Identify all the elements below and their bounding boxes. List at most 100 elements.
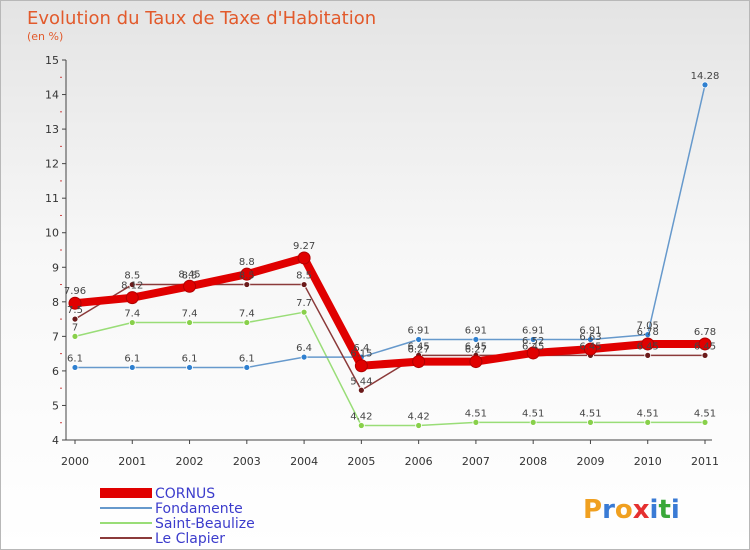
x-tick-label: 2000 [61, 455, 89, 468]
point-le-clapier [701, 351, 709, 359]
data-label-fondamente: 6.4 [353, 343, 369, 354]
data-label-saint-beaulize: 4.51 [579, 408, 601, 419]
data-label-le-clapier: 6.45 [522, 341, 544, 352]
legend-swatch-fondamente [100, 507, 152, 509]
point-saint-beaulize [243, 319, 251, 326]
data-label-saint-beaulize: 7.4 [124, 309, 140, 320]
data-label-fondamente: 6.91 [522, 325, 544, 336]
legend-label-le-clapier: Le Clapier [155, 531, 225, 547]
data-label-fondamente: 6.1 [124, 353, 140, 364]
point-fondamente [71, 364, 79, 371]
x-tick-label: 2006 [405, 455, 433, 468]
data-label-cornus: 8.12 [121, 281, 143, 292]
data-label-le-clapier: 6.45 [408, 341, 430, 352]
point-fondamente [243, 364, 251, 371]
data-label-cornus: 6.52 [522, 336, 544, 347]
data-label-saint-beaulize: 4.51 [694, 408, 716, 419]
legend-swatch-saint-beaulize [100, 522, 152, 524]
data-label-cornus: 8.45 [178, 269, 200, 280]
data-label-le-clapier: 8.5 [296, 271, 312, 282]
data-label-cornus: 6.78 [694, 327, 716, 338]
series-line-cornus [74, 253, 705, 370]
x-tick-label: 2009 [576, 455, 604, 468]
data-label-le-clapier: 6.45 [579, 341, 601, 352]
point-fondamente [472, 336, 480, 343]
x-tick-label: 2008 [519, 455, 547, 468]
x-tick-label: 2004 [290, 455, 318, 468]
point-saint-beaulize [128, 319, 136, 326]
x-tick-label: 2005 [347, 455, 375, 468]
y-tick-label: 15 [45, 54, 59, 67]
x-tick-label: 2001 [118, 455, 146, 468]
data-label-le-clapier: 6.45 [465, 341, 487, 352]
legend-label-saint-beaulize: Saint-Beaulize [155, 516, 255, 532]
legend: CORNUS Fondamente Saint-Beaulize Le Clap… [100, 486, 255, 547]
series-line-fondamente [75, 84, 706, 369]
point-cornus [68, 296, 82, 310]
x-tick-label: 2003 [233, 455, 261, 468]
legend-label-fondamente: Fondamente [155, 501, 243, 517]
y-tick-label: 7 [52, 330, 59, 343]
data-label-cornus: 9.27 [293, 241, 315, 252]
point-saint-beaulize [300, 308, 308, 316]
point-fondamente [128, 364, 136, 371]
x-tick-label: 2002 [176, 455, 204, 468]
y-tick-label: 4 [52, 434, 59, 447]
data-label-fondamente: 6.4 [296, 343, 312, 354]
series-line-saint-beaulize [74, 311, 705, 427]
point-saint-beaulize [587, 418, 594, 426]
point-cornus [698, 337, 712, 351]
data-label-saint-beaulize: 4.51 [522, 408, 544, 419]
point-fondamente [701, 81, 709, 89]
data-label-saint-beaulize: 4.51 [637, 408, 659, 419]
data-label-cornus: 6.15 [350, 349, 372, 360]
point-saint-beaulize [472, 418, 480, 426]
data-label-fondamente: 14.28 [691, 71, 720, 82]
x-tick-label: 2007 [462, 455, 490, 468]
point-saint-beaulize [644, 418, 652, 426]
y-tick-label: 10 [45, 227, 59, 240]
point-fondamente [300, 353, 308, 361]
point-le-clapier [71, 315, 79, 323]
data-label-fondamente: 6.91 [408, 325, 430, 336]
axes: 4 5 6 7 8 9 10 11 12 13 14 15 2000 2001 2002 2003 2004 20… [45, 54, 719, 468]
point-cornus [469, 355, 483, 369]
y-tick-label: 9 [52, 261, 59, 274]
data-label-saint-beaulize: 7.4 [239, 309, 255, 320]
data-label-fondamente: 7.05 [637, 321, 659, 332]
data-label-fondamente: 6.91 [465, 325, 487, 336]
y-tick-label: 13 [45, 123, 59, 136]
point-saint-beaulize [529, 418, 537, 426]
point-cornus [297, 251, 311, 265]
data-label-le-clapier: 6.45 [694, 341, 716, 352]
data-label-cornus: 7.96 [64, 286, 86, 297]
point-cornus [641, 337, 655, 351]
point-saint-beaulize [357, 422, 365, 429]
point-le-clapier [243, 281, 251, 288]
y-tick-label: 11 [45, 192, 59, 205]
point-fondamente [415, 336, 423, 343]
y-tick-label: 6 [52, 365, 59, 378]
data-label-cornus: 6.27 [465, 345, 487, 356]
data-label-le-clapier: 7.5 [67, 305, 83, 316]
data-label-le-clapier: 5.44 [350, 376, 372, 387]
chart-subtitle: (en %) [27, 30, 63, 43]
legend-swatch-le-clapier [100, 537, 152, 539]
point-saint-beaulize [415, 422, 423, 429]
y-tick-label: 5 [52, 399, 59, 412]
x-tick-label: 2010 [634, 455, 662, 468]
point-le-clapier [128, 281, 136, 288]
brand-logo: Proxiti [583, 495, 680, 525]
data-label-saint-beaulize: 7.4 [182, 309, 198, 320]
data-label-le-clapier: 8.5 [239, 271, 255, 282]
data-label-saint-beaulize: 4.42 [408, 411, 430, 422]
point-cornus [412, 355, 426, 369]
y-tick-label: 14 [45, 89, 59, 102]
point-saint-beaulize [71, 332, 79, 340]
point-le-clapier [300, 281, 308, 288]
data-label-cornus: 6.78 [637, 327, 659, 338]
point-cornus [354, 359, 368, 373]
data-label-le-clapier: 8.5 [182, 271, 198, 282]
data-label-saint-beaulize: 7 [72, 322, 78, 333]
